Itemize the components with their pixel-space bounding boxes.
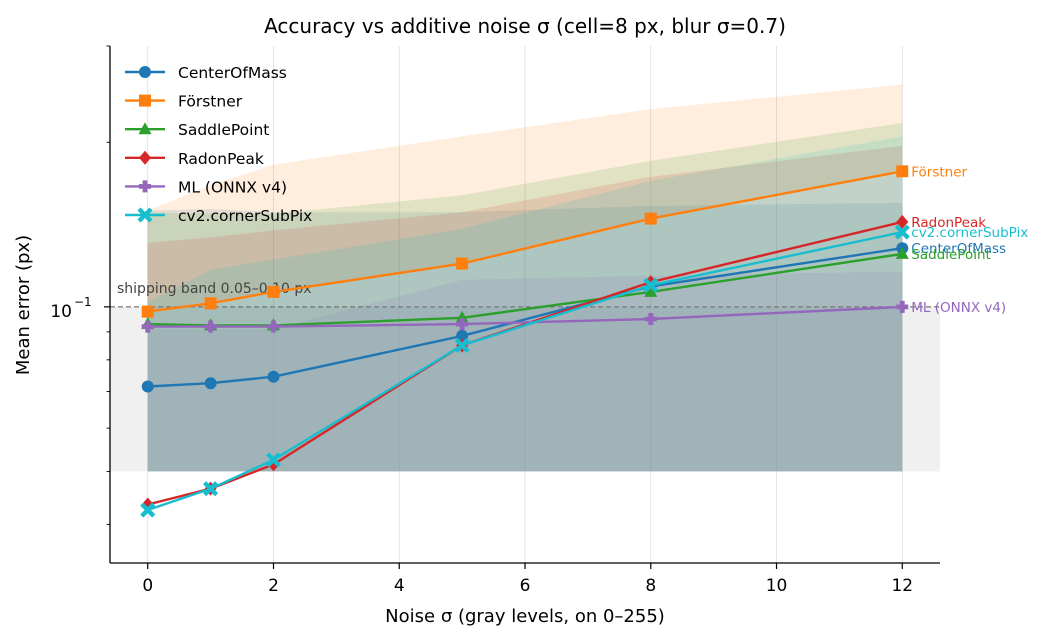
legend-entry: ML (ONNX v4)	[178, 178, 287, 196]
x-tick-label: 2	[268, 576, 279, 596]
marker-x	[140, 502, 156, 518]
marker-x-stroke	[454, 337, 470, 353]
legend: CenterOfMass Förstner SaddlePoint RadonPeak…	[125, 64, 312, 225]
legend-entry: Förstner	[178, 93, 243, 111]
marker-square	[644, 212, 657, 225]
marker-x-stroke	[140, 502, 156, 518]
x-tick-label: 4	[394, 576, 405, 596]
marker-x-stroke	[894, 224, 910, 240]
marker-triangle	[138, 122, 152, 135]
marker-plus	[139, 180, 151, 193]
marker-square	[896, 165, 909, 178]
marker-circle	[456, 329, 469, 342]
marker-plus	[644, 313, 657, 326]
series-line	[147, 170, 903, 313]
marker-diamond	[896, 214, 909, 229]
marker-x-stroke	[137, 207, 153, 223]
marker-x-stroke	[265, 452, 282, 468]
x-tick-label: 6	[520, 576, 531, 596]
legend-entry: RadonPeak	[178, 150, 264, 168]
marker-plus	[896, 300, 909, 313]
shipping-band-label: shipping band 0.05–0.10 px	[117, 281, 312, 297]
y-tick-label: 10	[50, 302, 72, 322]
marker-square	[141, 305, 154, 318]
marker-triangle	[644, 284, 658, 297]
marker-x-stroke	[203, 481, 219, 497]
marker-square	[139, 94, 151, 107]
x-tick-label: 0	[142, 576, 153, 596]
marker-x	[894, 224, 910, 240]
marker-x	[265, 452, 282, 468]
marker-square	[204, 297, 217, 310]
band-series-2	[147, 122, 903, 472]
chart-title: Accuracy vs additive noise σ (cell=8 px,…	[264, 14, 786, 38]
band-series-5	[147, 136, 903, 472]
marker-x	[137, 207, 153, 223]
series-line	[147, 252, 903, 327]
marker-circle	[267, 370, 280, 383]
x-axis-label: Noise σ (gray levels, on 0–255)	[385, 606, 665, 627]
band-series-0	[147, 202, 903, 472]
marker-plus	[456, 318, 469, 331]
marker-circle	[141, 380, 154, 393]
marker-square	[456, 257, 469, 270]
legend-entry: CenterOfMass	[178, 64, 287, 82]
legend-entry: cv2.cornerSubPix	[178, 207, 312, 225]
series-end-label: SaddlePoint	[911, 247, 991, 263]
x-tick-label: 8	[645, 576, 656, 596]
series-end-label: ML (ONNX v4)	[911, 300, 1006, 316]
marker-x	[454, 337, 470, 353]
marker-square	[267, 285, 280, 298]
marker-diamond	[139, 150, 151, 165]
y-tick-exponent: −1	[74, 295, 92, 309]
series-end-label: Förstner	[911, 164, 967, 180]
marker-x-stroke	[643, 277, 659, 293]
series-4: ML (ONNX v4)	[141, 300, 1006, 333]
marker-x	[203, 481, 219, 497]
series-end-label: RadonPeak	[911, 215, 986, 231]
series-5: cv2.cornerSubPix	[140, 224, 1028, 518]
legend-entry: SaddlePoint	[178, 121, 269, 139]
marker-plus	[204, 320, 217, 333]
x-tick-label: 10	[766, 576, 788, 596]
band-series-1	[147, 84, 903, 312]
series-1: Förstner	[141, 164, 968, 318]
series-line	[147, 305, 903, 328]
series-line	[147, 230, 903, 512]
marker-circle	[204, 377, 217, 390]
x-tick-label: 12	[891, 576, 913, 596]
marker-triangle	[455, 310, 469, 323]
series-line	[147, 247, 903, 388]
series-end-label: cv2.cornerSubPix	[911, 225, 1028, 241]
marker-x	[643, 277, 659, 293]
y-axis-label: Mean error (px)	[13, 235, 34, 375]
marker-plus	[141, 320, 154, 333]
marker-circle	[139, 66, 151, 78]
marker-plus	[267, 320, 280, 333]
marker-triangle	[895, 246, 909, 259]
series-end-label: CenterOfMass	[911, 241, 1006, 257]
